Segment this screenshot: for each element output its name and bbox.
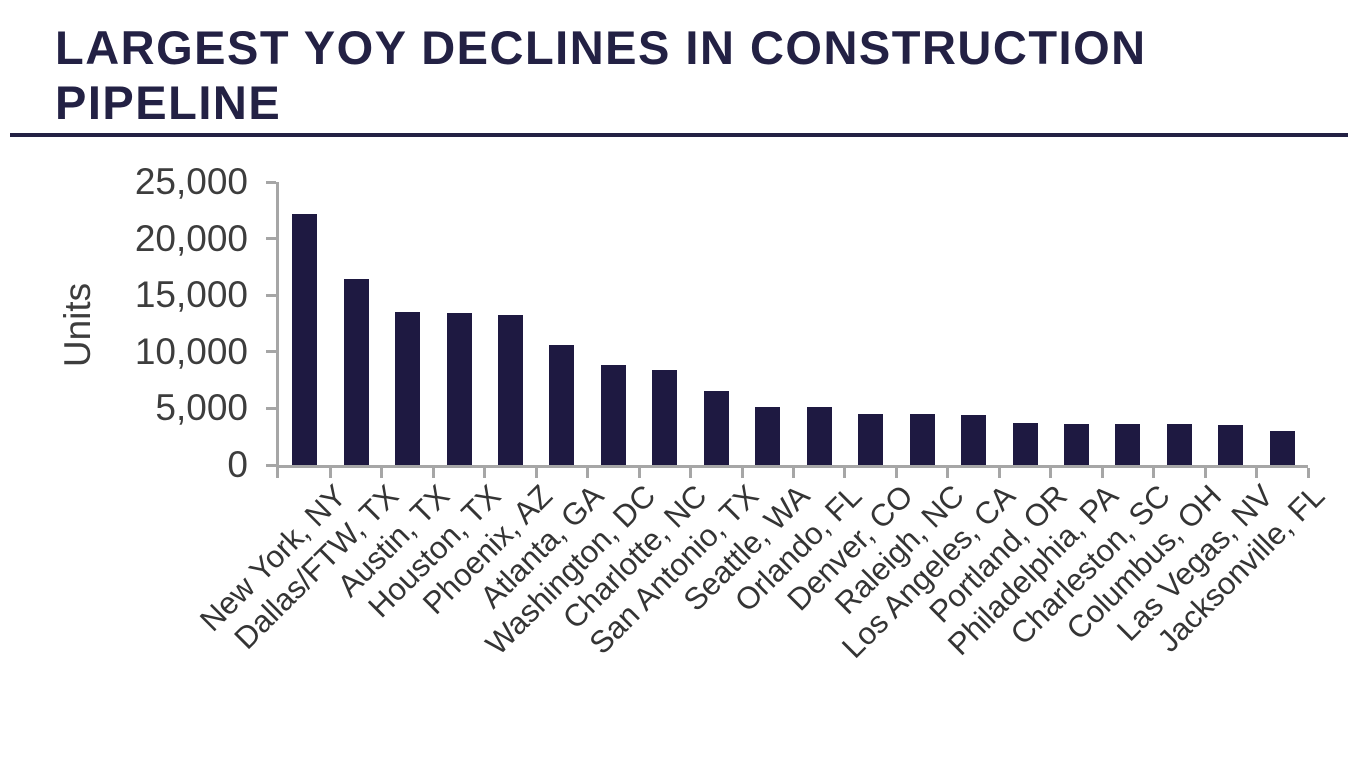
y-axis-tick (266, 293, 276, 297)
bar (343, 279, 369, 465)
y-axis-title: Units (57, 282, 98, 368)
x-axis-tick (1306, 468, 1310, 478)
bar (858, 414, 884, 465)
y-axis-tick-label: 25,000 (134, 161, 248, 202)
x-axis-tick (997, 468, 1001, 478)
x-axis-tick (1255, 468, 1259, 478)
x-axis-tick (483, 468, 487, 478)
x-axis-tick (843, 468, 847, 478)
x-axis-tick (637, 468, 641, 478)
bar (909, 414, 935, 465)
y-axis-tick (266, 463, 276, 467)
x-axis-tick (431, 468, 435, 478)
x-axis-tick (1049, 468, 1053, 478)
bar (755, 406, 781, 465)
x-axis-tick (276, 468, 279, 478)
y-axis-tick-label: 5,000 (155, 387, 248, 429)
x-axis-tick (534, 468, 538, 478)
bar (961, 414, 987, 465)
x-axis-tick (894, 468, 898, 478)
y-axis-tick-label: 10,000 (134, 330, 248, 372)
y-axis-tick (266, 180, 276, 184)
bar (1012, 422, 1038, 465)
bar (1063, 423, 1089, 465)
bar (1269, 431, 1295, 465)
bar (395, 311, 421, 465)
x-axis-tick (328, 468, 332, 478)
y-axis-tick-label: 20,000 (134, 217, 248, 259)
bar (806, 407, 832, 465)
x-axis-tick (946, 468, 950, 478)
bar (703, 390, 729, 465)
x-axis-tick (380, 468, 384, 478)
x-axis-tick (1203, 468, 1207, 478)
y-axis-tick (266, 237, 276, 241)
y-axis-tick-label: 0 (227, 444, 248, 485)
x-axis-tick (586, 468, 590, 478)
plot-area: 0 5,000 10,000 15,000 20,000 25,000 New York, … (135, 161, 1331, 665)
page-title: LARGEST YOY DECLINES IN CONSTRUCTION PIP… (55, 20, 1147, 130)
bar (446, 312, 472, 465)
x-axis-tick (792, 468, 795, 478)
bar (1166, 424, 1192, 465)
y-axis-tick (266, 350, 276, 354)
x-axis-tick (689, 468, 693, 478)
page-title-line-1: LARGEST YOY DECLINES IN CONSTRUCTION (55, 21, 1147, 74)
bar (1218, 424, 1244, 465)
bar (292, 213, 318, 465)
bar (549, 345, 575, 465)
bar (652, 369, 678, 465)
x-axis-tick (740, 468, 744, 478)
y-axis-tick-label: 15,000 (134, 274, 248, 316)
y-axis-tick (266, 406, 276, 410)
x-axis-tick (1100, 468, 1104, 478)
bar (1115, 423, 1141, 465)
title-underline-divider (10, 133, 1348, 137)
x-axis-tick (1152, 468, 1156, 478)
bar (600, 365, 626, 465)
page-title-line-2: PIPELINE (55, 76, 282, 129)
bar (498, 315, 524, 465)
